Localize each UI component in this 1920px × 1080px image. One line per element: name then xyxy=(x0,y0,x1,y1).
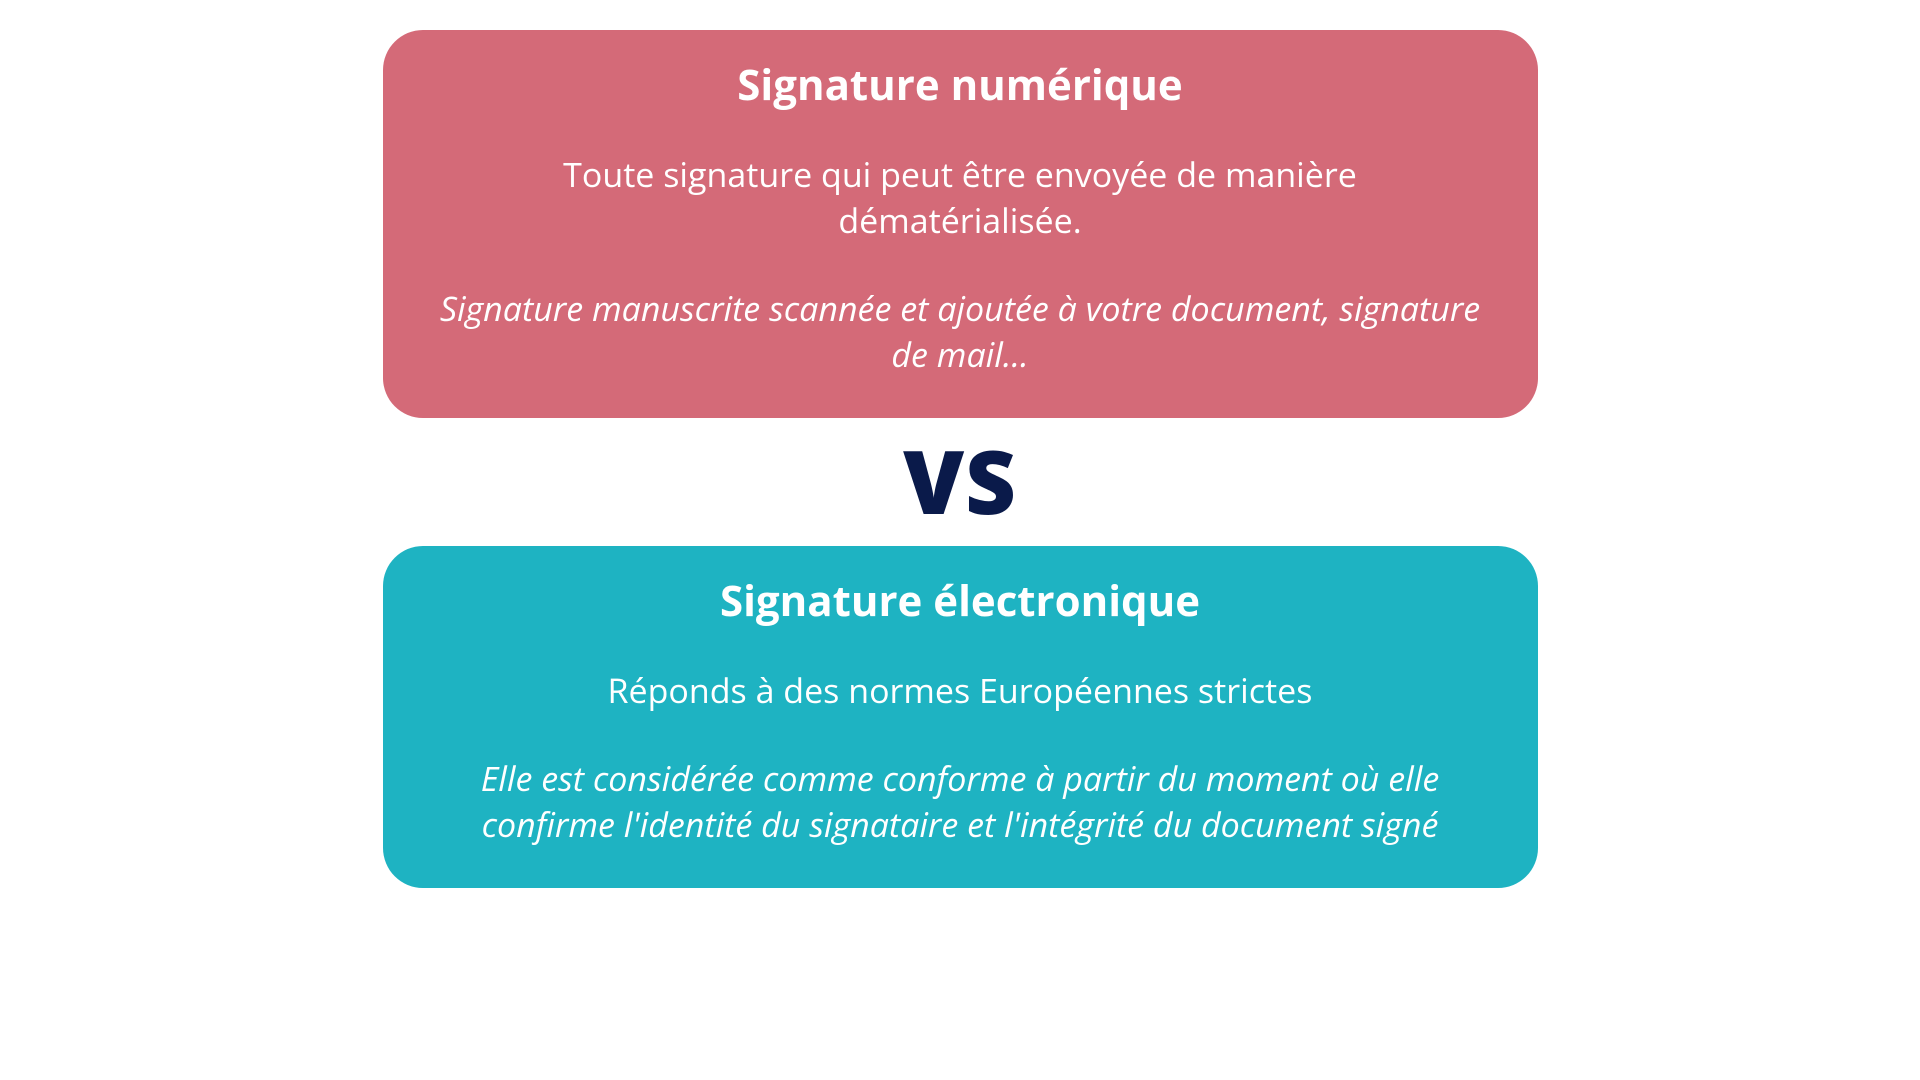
bottom-card-italic: Elle est considérée comme conforme à par… xyxy=(438,756,1483,848)
bottom-card: Signature électronique Réponds à des nor… xyxy=(383,546,1538,888)
bottom-card-title: Signature électronique xyxy=(438,576,1483,626)
top-card-italic: Signature manuscrite scannée et ajoutée … xyxy=(438,286,1483,378)
top-card: Signature numérique Toute signature qui … xyxy=(383,30,1538,418)
top-card-body: Toute signature qui peut être envoyée de… xyxy=(438,152,1483,244)
top-card-title: Signature numérique xyxy=(438,60,1483,110)
bottom-card-body: Réponds à des normes Européennes stricte… xyxy=(438,668,1483,714)
vs-separator: VS xyxy=(903,436,1017,524)
